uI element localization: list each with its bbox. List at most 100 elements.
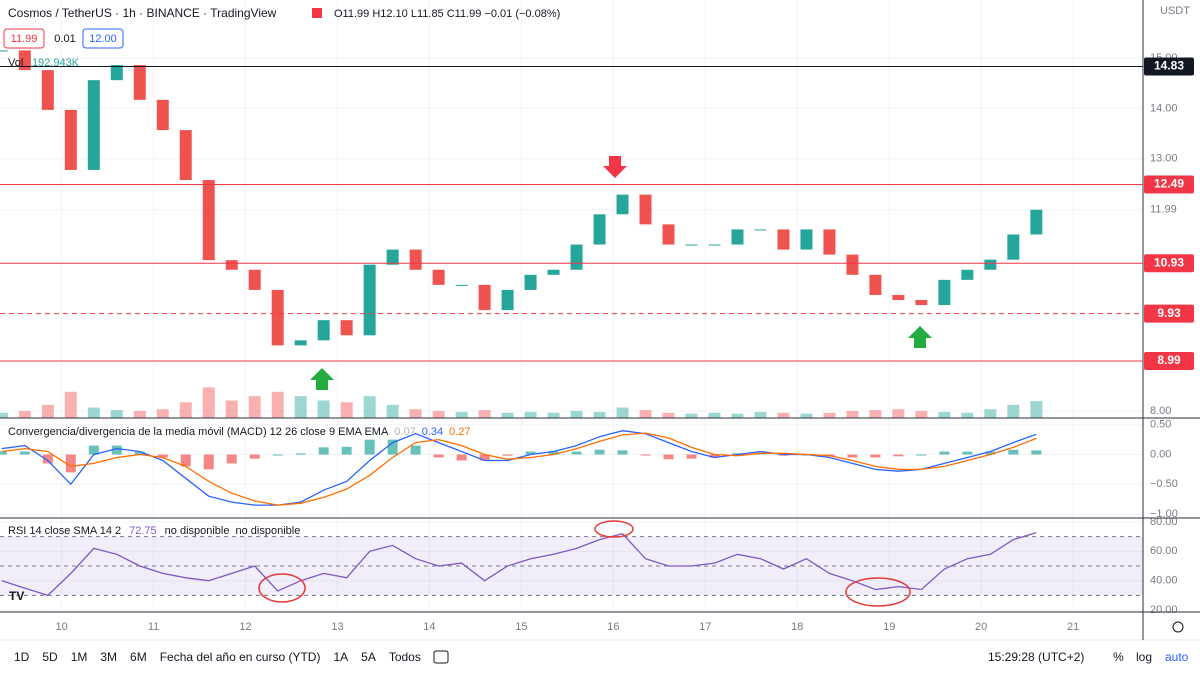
volume-bar	[409, 409, 422, 418]
flag-icon	[312, 8, 322, 18]
candle	[294, 340, 307, 346]
candle	[156, 99, 169, 131]
scale-option[interactable]: auto	[1165, 650, 1189, 664]
volume-bar	[915, 411, 928, 418]
volume-bar	[363, 396, 376, 418]
y-tick-label: 11.99	[1150, 204, 1177, 216]
x-tick-label: 12	[239, 621, 251, 633]
range-button[interactable]: 1D	[14, 650, 30, 664]
level-tag	[1144, 175, 1194, 194]
histogram-bar	[548, 451, 559, 455]
range-button[interactable]: 5D	[42, 650, 58, 664]
volume-bar	[18, 411, 31, 418]
histogram-bar	[249, 454, 260, 459]
x-tick-label: 16	[607, 621, 619, 633]
y-tick-label: 20.00	[1150, 604, 1178, 616]
candle	[662, 224, 675, 245]
indicator-note: no disponible	[236, 525, 301, 537]
histogram-bar	[387, 439, 398, 455]
level-label: 8.99	[1157, 353, 1181, 367]
level-label: 10.93	[1154, 255, 1184, 269]
settings-icon[interactable]	[1172, 621, 1184, 633]
candle	[616, 194, 629, 215]
histogram-bar	[1008, 449, 1019, 455]
candle	[110, 65, 123, 81]
histogram-bar	[617, 450, 628, 455]
x-tick-label: 21	[1067, 621, 1079, 633]
indicator-value: 0.34	[422, 426, 443, 438]
histogram-bar	[456, 454, 467, 461]
volume-bar	[225, 400, 238, 418]
histogram-bar	[410, 445, 421, 455]
volume-bar	[317, 400, 330, 418]
candle	[409, 249, 422, 270]
indicator-title: RSI 14 close SMA 14 2	[8, 525, 121, 537]
candle	[317, 320, 330, 341]
histogram-bar	[88, 445, 99, 455]
volume-bar	[432, 411, 445, 418]
range-button[interactable]: 5A	[361, 650, 376, 664]
candle	[639, 194, 652, 225]
range-button[interactable]: 1M	[71, 650, 88, 664]
volume-bar	[0, 412, 8, 418]
level-tag	[1144, 304, 1194, 323]
range-button[interactable]: Todos	[389, 650, 421, 664]
y-tick-label: 14.00	[1150, 102, 1178, 114]
candle	[179, 130, 192, 181]
symbol-title: Cosmos / TetherUS · 1h · BINANCE · Tradi…	[8, 6, 277, 20]
histogram-bar	[157, 454, 168, 458]
rsi-line	[1, 531, 1037, 597]
calendar-icon[interactable]	[433, 650, 449, 664]
candle	[455, 284, 468, 286]
x-tick-label: 19	[883, 621, 895, 633]
volume-bar	[41, 404, 54, 418]
level-tag	[1144, 57, 1194, 76]
histogram-bar	[525, 451, 536, 455]
scale-option[interactable]: log	[1136, 650, 1152, 664]
volume-bar	[639, 410, 652, 418]
candle	[938, 279, 951, 306]
candle	[271, 289, 284, 346]
candle	[846, 254, 859, 275]
sell-box[interactable]	[3, 28, 45, 49]
level-label: 14.83	[1154, 59, 1184, 73]
candle	[869, 274, 882, 295]
candle	[731, 229, 744, 245]
histogram-bar	[203, 454, 214, 470]
volume-bar	[662, 412, 675, 418]
candle	[524, 274, 537, 290]
histogram-bar	[111, 445, 122, 455]
scale-option[interactable]: %	[1113, 650, 1124, 664]
candle	[202, 180, 215, 261]
volume-bar	[1030, 401, 1043, 418]
spread: 0.01	[54, 33, 75, 45]
candle	[915, 300, 928, 306]
volume-bar	[892, 409, 905, 418]
buy-box[interactable]	[82, 28, 124, 49]
range-button[interactable]: 3M	[100, 650, 117, 664]
candle	[1030, 209, 1043, 235]
histogram-bar	[985, 451, 996, 455]
histogram-bar	[272, 454, 283, 456]
y-tick-label: 40.00	[1150, 575, 1178, 587]
range-button[interactable]: Fecha del año en curso (YTD)	[160, 650, 321, 664]
up-arrow	[908, 326, 932, 348]
candle	[340, 320, 353, 336]
volume-bar	[593, 411, 606, 418]
range-button[interactable]: 6M	[130, 650, 147, 664]
y-tick-label: 0.50	[1150, 419, 1171, 431]
buy-price: 12.00	[89, 33, 117, 45]
volume-bar	[685, 413, 698, 418]
volume-bar	[869, 410, 882, 418]
x-tick-label: 14	[423, 621, 435, 633]
range-button[interactable]: 1A	[333, 650, 348, 664]
clock: 15:29:28 (UTC+2)	[988, 650, 1084, 664]
candle	[892, 294, 905, 301]
currency[interactable]: USDT	[1160, 5, 1190, 17]
indicator-value: 0.27	[449, 426, 470, 438]
volume-bar	[938, 411, 951, 418]
histogram-bar	[1031, 450, 1042, 455]
y-tick-label: 13.00	[1150, 153, 1178, 165]
volume-bar	[179, 402, 192, 418]
